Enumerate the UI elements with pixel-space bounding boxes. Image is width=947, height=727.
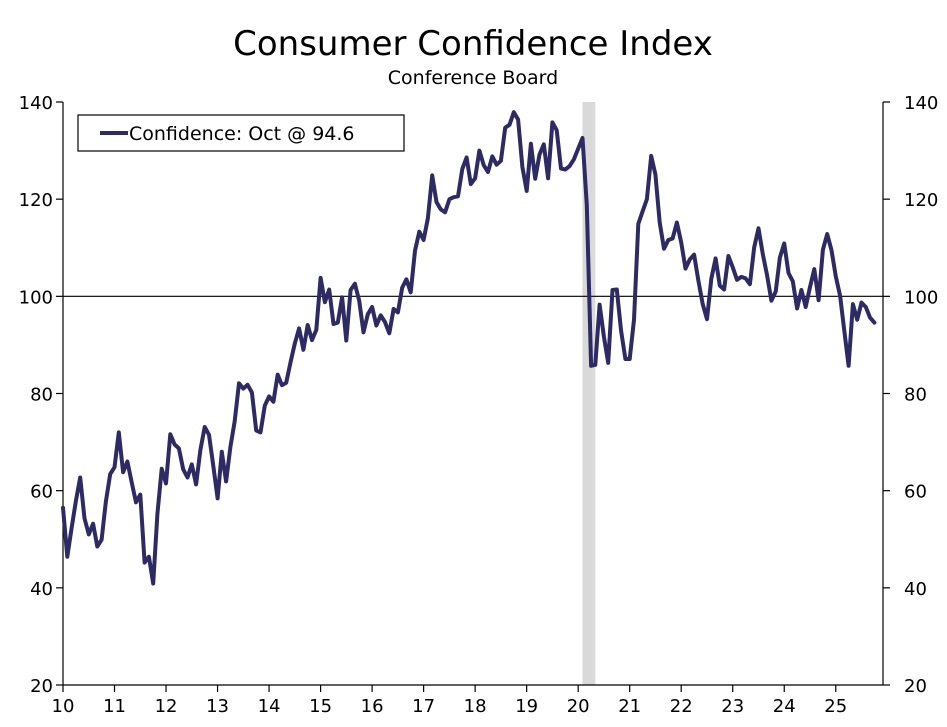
x-tick-label: 23: [721, 696, 744, 717]
chart-subtitle: Conference Board: [388, 67, 558, 89]
x-tick-label: 13: [206, 696, 229, 717]
y-tick-label-right: 20: [904, 676, 927, 697]
y-tick-label-left: 80: [30, 385, 53, 406]
y-tick-label-right: 120: [904, 190, 938, 211]
x-tick-label: 15: [309, 696, 332, 717]
y-tick-label-right: 140: [904, 93, 938, 114]
y-axis-right: 20 40 60 80 100 120 140: [883, 93, 938, 697]
y-tick-label-right: 100: [904, 287, 938, 308]
y-tick-label-left: 20: [30, 676, 53, 697]
x-tick-label: 25: [824, 696, 847, 717]
x-tick-label: 21: [618, 696, 641, 717]
legend: Confidence: Oct @ 94.6: [77, 114, 405, 152]
x-axis: 10 11 12 13 14 15 16 17 18 19 20 21 22 23 24 25: [52, 685, 847, 717]
y-axis-left: 20 40 60 80 100 120 140: [19, 93, 63, 697]
x-tick-label: 12: [155, 696, 178, 717]
x-tick-label: 11: [103, 696, 126, 717]
x-tick-label: 17: [412, 696, 435, 717]
y-tick-label-left: 60: [30, 482, 53, 503]
x-tick-label: 18: [464, 696, 487, 717]
x-tick-label: 20: [567, 696, 590, 717]
x-tick-label: 19: [515, 696, 538, 717]
y-tick-label-right: 60: [904, 482, 927, 503]
series-line-confidence: [61, 110, 877, 586]
y-tick-label-right: 40: [904, 579, 927, 600]
x-tick-label: 22: [670, 696, 693, 717]
legend-label: Confidence: Oct @ 94.6: [129, 123, 355, 145]
y-tick-label-right: 80: [904, 385, 927, 406]
legend-box: [77, 114, 405, 152]
recession-band: [582, 102, 596, 685]
y-tick-label-left: 140: [19, 93, 53, 114]
x-tick-label: 10: [52, 696, 75, 717]
x-tick-label: 24: [773, 696, 796, 717]
y-tick-label-left: 120: [19, 190, 53, 211]
x-tick-label: 14: [258, 696, 281, 717]
x-tick-label: 16: [361, 696, 384, 717]
chart-title: Consumer Confidence Index: [233, 24, 713, 64]
y-tick-label-left: 100: [19, 287, 53, 308]
y-tick-label-left: 40: [30, 579, 53, 600]
